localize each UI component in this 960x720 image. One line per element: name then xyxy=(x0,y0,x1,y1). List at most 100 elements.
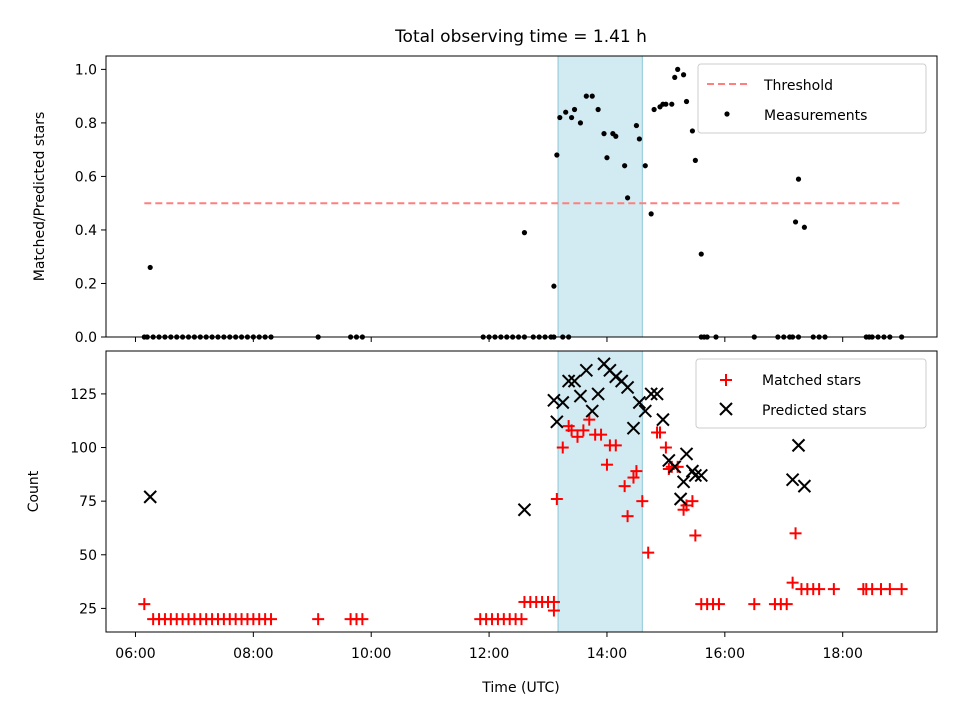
matched-star-point xyxy=(748,598,761,611)
bottom-panel-x-axis: 06:00 08:00 10:00 12:00 14:00 16:00 18:00 xyxy=(115,632,863,662)
predicted-star-point xyxy=(638,404,652,418)
y-tick-label: 0.4 xyxy=(75,223,97,239)
x-tick-label: 18:00 xyxy=(823,646,863,662)
predicted-star-point xyxy=(517,503,532,517)
y-tick-label: 1.0 xyxy=(75,62,97,78)
y-tick-label: 125 xyxy=(70,387,97,403)
measurement-point xyxy=(521,230,528,236)
measurement-point xyxy=(633,122,640,129)
measurement-point xyxy=(571,106,578,113)
y-tick-label: 50 xyxy=(79,548,97,564)
predicted-star-point xyxy=(609,370,623,384)
predicted-star-point xyxy=(791,438,806,453)
predicted-star-point xyxy=(585,404,599,418)
predicted-star-point xyxy=(573,389,588,403)
matched-star-point xyxy=(642,546,655,559)
measurement-point xyxy=(147,264,153,271)
top-panel-frame xyxy=(105,55,938,338)
measurement-point xyxy=(624,195,631,201)
matched-star-point xyxy=(827,583,840,596)
matched-star-point xyxy=(556,441,569,454)
matched-star-point xyxy=(565,424,578,437)
measurement-point xyxy=(613,133,619,139)
measurement-point xyxy=(683,98,690,105)
matched-star-point xyxy=(636,495,649,508)
legend-measurements-swatch xyxy=(724,111,730,117)
legend-matched-swatch xyxy=(720,374,732,386)
measurement-point xyxy=(595,106,601,113)
measurement-point xyxy=(642,163,648,169)
top-panel: 0.0 0.2 0.4 0.6 0.8 1.0 Matched/Predicted sta… xyxy=(32,55,938,346)
measurement-point xyxy=(551,283,557,289)
top-legend-box xyxy=(697,63,927,134)
top-panel-marks xyxy=(141,66,905,340)
legend-predicted-label: Predicted stars xyxy=(762,403,867,419)
y-tick-label: 25 xyxy=(79,601,97,617)
measurement-point xyxy=(601,131,607,137)
measurement-point xyxy=(651,106,657,113)
predicted-star-point xyxy=(591,387,605,401)
matched-star-point xyxy=(712,598,725,611)
predicted-star-point xyxy=(620,380,635,395)
measurement-point xyxy=(577,120,584,126)
measurement-point xyxy=(689,128,696,134)
y-tick-label: 0.0 xyxy=(75,330,97,346)
matched-star-point xyxy=(883,583,896,596)
top-panel-y-label: Matched/Predicted stars xyxy=(32,112,48,282)
matched-star-point xyxy=(595,428,608,441)
matched-star-point xyxy=(689,529,702,542)
y-tick-label: 75 xyxy=(79,494,97,510)
measurement-point xyxy=(692,157,698,163)
measurement-point xyxy=(675,66,681,72)
measurement-point xyxy=(636,136,642,142)
measurement-point xyxy=(554,152,560,158)
y-tick-label: 0.8 xyxy=(75,116,97,132)
measurement-point xyxy=(663,101,669,107)
figure-title: Total observing time = 1.41 h xyxy=(394,27,647,47)
matched-star-point xyxy=(356,613,369,626)
y-tick-label: 0.6 xyxy=(75,169,97,185)
measurement-point xyxy=(680,72,687,78)
matched-star-point xyxy=(654,426,666,439)
predicted-star-point xyxy=(579,363,594,378)
bottom-panel-frame xyxy=(105,350,938,633)
matched-star-point xyxy=(138,598,151,611)
bottom-panel-shaded-region xyxy=(557,350,643,633)
measurement-point xyxy=(801,224,807,230)
x-tick-label: 10:00 xyxy=(351,646,391,662)
matched-star-point xyxy=(627,471,640,484)
matched-star-point xyxy=(630,465,643,478)
bottom-panel-marks xyxy=(138,357,908,626)
predicted-star-point xyxy=(668,460,682,474)
predicted-star-point xyxy=(785,472,800,487)
matched-star-point xyxy=(621,510,634,523)
x-tick-label: 08:00 xyxy=(233,646,273,662)
predicted-star-point xyxy=(550,415,564,429)
measurement-point xyxy=(557,114,563,121)
matched-star-point xyxy=(813,583,826,596)
measurement-point xyxy=(698,251,704,257)
x-tick-label: 06:00 xyxy=(115,646,155,662)
matched-star-point xyxy=(583,413,596,426)
measurement-point xyxy=(622,163,628,169)
measurement-point xyxy=(563,109,569,115)
matched-star-point xyxy=(786,576,799,589)
x-axis-label: Time (UTC) xyxy=(481,680,559,696)
matched-star-point xyxy=(600,458,613,471)
legend-measurements-label: Measurements xyxy=(764,108,867,124)
matched-star-point xyxy=(265,613,278,626)
matched-star-point xyxy=(895,583,908,596)
x-tick-label: 16:00 xyxy=(705,646,745,662)
matched-star-point xyxy=(550,493,563,506)
legend-matched-label: Matched stars xyxy=(762,373,861,389)
predicted-star-point xyxy=(694,468,708,483)
matched-star-point xyxy=(609,439,622,452)
predicted-star-point xyxy=(656,412,670,427)
measurement-point xyxy=(583,93,589,99)
predicted-star-point xyxy=(650,387,664,401)
predicted-star-point xyxy=(632,395,647,410)
x-tick-label: 14:00 xyxy=(587,646,627,662)
matched-star-point xyxy=(571,430,584,443)
predicted-star-point xyxy=(626,421,641,435)
